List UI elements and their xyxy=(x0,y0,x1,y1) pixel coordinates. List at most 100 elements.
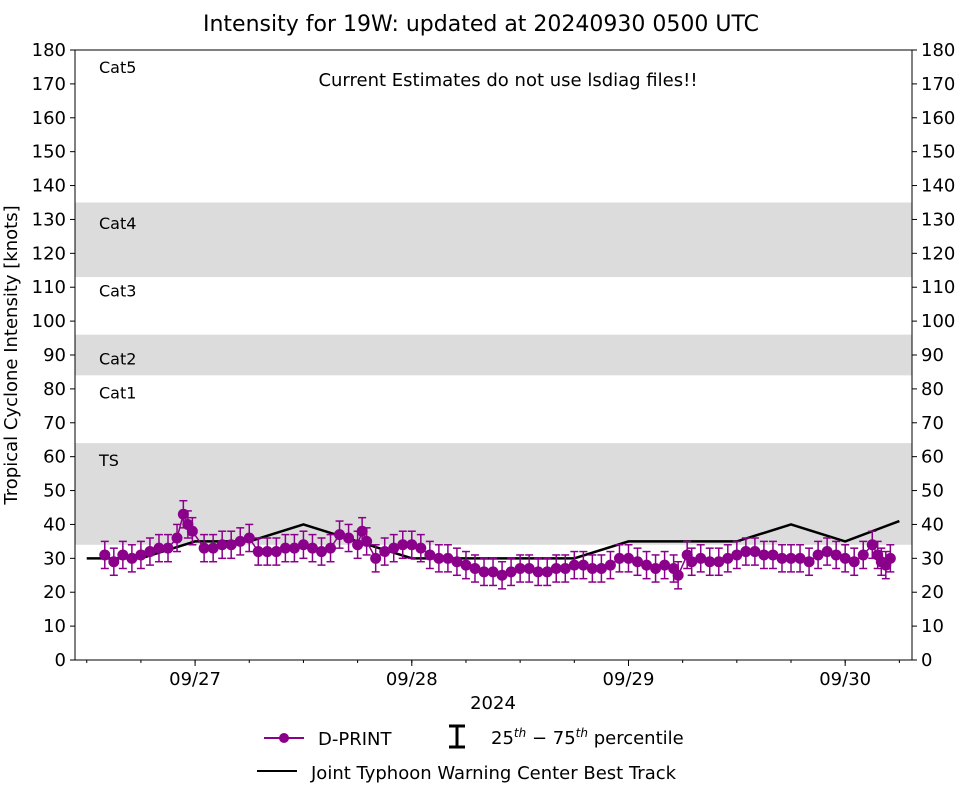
x-axis-label: 2024 xyxy=(470,693,516,714)
dprint-point xyxy=(361,535,373,547)
dprint-point xyxy=(379,546,391,558)
legend: D-PRINT 25th − 75th percentile Joint Typ… xyxy=(257,724,684,784)
dprint-point xyxy=(343,532,355,544)
band-label: Cat3 xyxy=(99,282,136,301)
dprint-point xyxy=(388,542,400,554)
dprint-point xyxy=(622,552,634,564)
dprint-point xyxy=(356,525,368,537)
dprint-point xyxy=(370,552,382,564)
dprint-point xyxy=(641,559,653,571)
y-tick-label: 110 xyxy=(32,277,66,298)
dprint-point xyxy=(848,556,860,568)
dprint-point xyxy=(288,542,300,554)
y-tick-label-right: 110 xyxy=(921,277,955,298)
dprint-point xyxy=(776,552,788,564)
dprint-point xyxy=(198,542,210,554)
dprint-point xyxy=(234,535,246,547)
y-tick-label: 20 xyxy=(43,582,66,603)
dprint-point xyxy=(433,552,445,564)
y-tick-label-right: 90 xyxy=(921,345,944,366)
y-tick-label-right: 60 xyxy=(921,447,944,468)
dprint-point xyxy=(532,566,544,578)
dprint-point xyxy=(713,556,725,568)
dprint-point xyxy=(225,539,237,551)
chart-title: Intensity for 19W: updated at 20240930 0… xyxy=(203,12,759,37)
y-tick-label: 0 xyxy=(55,650,66,671)
legend-besttrack-label: Joint Typhoon Warning Center Best Track xyxy=(310,763,677,784)
dprint-point xyxy=(99,549,111,561)
y-tick-label-right: 80 xyxy=(921,379,944,400)
y-tick-label-right: 70 xyxy=(921,413,944,434)
dprint-point xyxy=(325,542,337,554)
dprint-point xyxy=(514,563,526,574)
y-tick-label-right: 30 xyxy=(921,548,944,569)
band-ts xyxy=(75,443,912,545)
dprint-point xyxy=(672,569,684,581)
dprint-point xyxy=(108,556,120,568)
band-label: Cat4 xyxy=(99,214,136,233)
dprint-point xyxy=(505,566,517,578)
dprint-point xyxy=(595,563,607,574)
x-tick-label: 09/29 xyxy=(603,669,655,690)
dprint-point xyxy=(686,556,698,568)
y-tick-label: 160 xyxy=(32,108,66,129)
dprint-point xyxy=(135,549,147,561)
dprint-point xyxy=(460,559,472,571)
dprint-point xyxy=(216,539,228,551)
y-tick-label-right: 20 xyxy=(921,582,944,603)
dprint-point xyxy=(424,549,436,561)
dprint-point xyxy=(144,546,156,558)
dprint-point xyxy=(270,546,282,558)
y-tick-label-right: 140 xyxy=(921,176,955,197)
band-cat4 xyxy=(75,202,912,278)
dprint-point xyxy=(812,549,824,561)
dprint-point xyxy=(162,542,174,554)
y-axis-label: Tropical Cyclone Intensity [knots] xyxy=(1,205,22,505)
dprint-point xyxy=(704,556,716,568)
legend-errorbar-icon xyxy=(449,724,465,749)
y-tick-label: 80 xyxy=(43,379,66,400)
dprint-point xyxy=(550,563,562,574)
dprint-point xyxy=(451,556,463,568)
x-tick-label: 09/30 xyxy=(819,669,871,690)
dprint-point xyxy=(469,563,481,574)
dprint-point xyxy=(442,552,454,564)
band-label: TS xyxy=(98,451,119,470)
y-tick-label-right: 130 xyxy=(921,209,955,230)
y-tick-label-right: 180 xyxy=(921,40,955,61)
dprint-point xyxy=(650,563,662,574)
dprint-point xyxy=(243,532,255,544)
dprint-point xyxy=(857,549,869,561)
dprint-point xyxy=(415,542,427,554)
y-tick-label: 70 xyxy=(43,413,66,434)
x-tick-label: 09/27 xyxy=(169,669,221,690)
dprint-point xyxy=(297,539,309,551)
dprint-point xyxy=(406,539,418,551)
dprint-point xyxy=(659,559,671,571)
dprint-point xyxy=(559,563,571,574)
dprint-point xyxy=(496,569,508,581)
dprint-point xyxy=(794,552,806,564)
dprint-point xyxy=(352,539,364,551)
y-tick-label: 140 xyxy=(32,176,66,197)
dprint-point xyxy=(334,529,346,541)
y-tick-label-right: 120 xyxy=(921,243,955,264)
axes: 0 0 10 10 20 20 30 30 40 40 50 50 60 60 70 70 80 80 90 90 10… xyxy=(32,40,956,690)
annotation: Current Estimates do not use lsdiag file… xyxy=(318,70,697,91)
y-tick-label: 40 xyxy=(43,514,66,535)
dprint-point xyxy=(839,552,851,564)
band-label: Cat2 xyxy=(99,349,136,368)
dprint-point xyxy=(252,546,264,558)
y-tick-label-right: 40 xyxy=(921,514,944,535)
dprint-point xyxy=(207,542,219,554)
dprint-point xyxy=(315,546,327,558)
dprint-point xyxy=(731,549,743,561)
dprint-point xyxy=(126,552,138,564)
dprint-point xyxy=(866,539,878,551)
y-tick-label: 150 xyxy=(32,142,66,163)
dprint-point xyxy=(577,559,589,571)
y-tick-label-right: 100 xyxy=(921,311,955,332)
y-tick-label: 50 xyxy=(43,481,66,502)
dprint-point xyxy=(279,542,291,554)
dprint-point xyxy=(586,563,598,574)
